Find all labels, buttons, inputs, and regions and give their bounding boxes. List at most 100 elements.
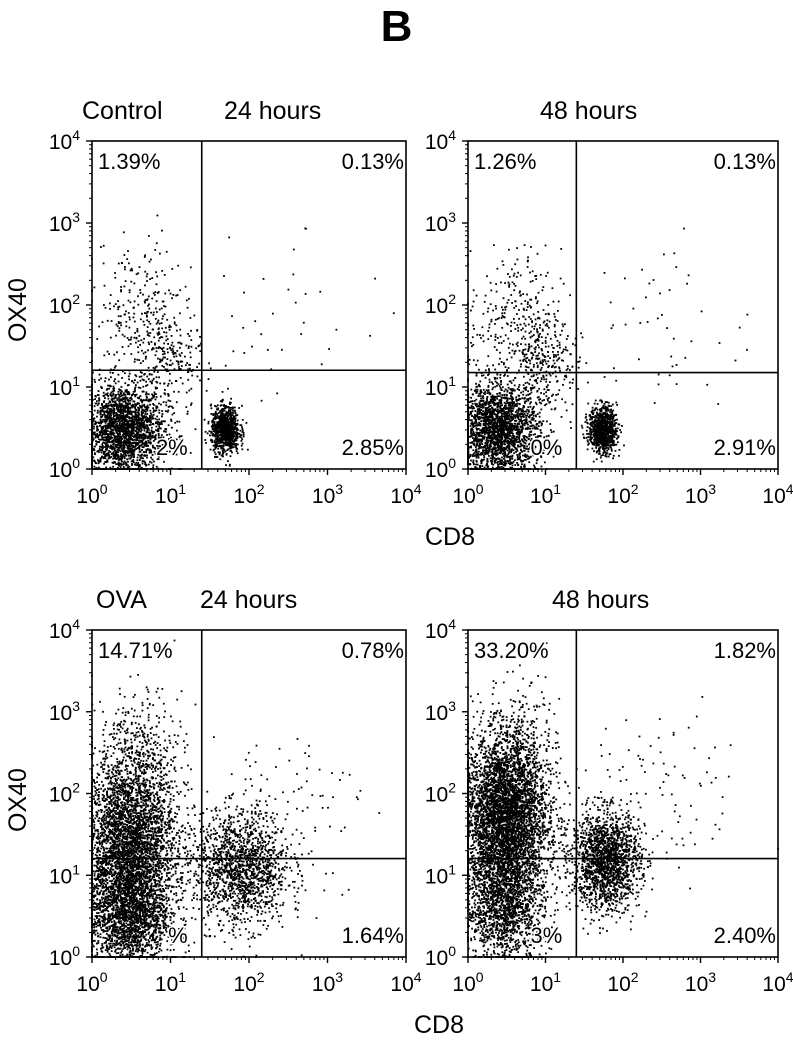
event-dot [150, 258, 152, 261]
event-dot [179, 289, 182, 292]
event-dot [189, 356, 192, 359]
event-dot [101, 434, 104, 436]
event-dot [103, 412, 106, 415]
event-dot [471, 433, 474, 436]
event-dot [134, 394, 137, 396]
event-dot [229, 442, 232, 445]
event-dot [227, 406, 230, 408]
event-dot [493, 428, 496, 431]
event-dot [499, 387, 502, 389]
event-dot [157, 291, 160, 293]
event-dot [227, 460, 229, 462]
event-dot [523, 466, 526, 469]
event-dot [129, 402, 131, 405]
event-dot [153, 450, 156, 453]
event-dot [157, 328, 160, 330]
event-dot [113, 380, 116, 383]
event-dot [137, 386, 140, 389]
event-dot [122, 434, 124, 436]
event-dot [504, 388, 507, 391]
event-dot [117, 321, 120, 323]
event-dot [148, 320, 150, 323]
event-dot [221, 414, 224, 416]
event-dot [139, 379, 142, 382]
event-dot [515, 396, 518, 399]
event-dot [151, 432, 154, 435]
event-dot [225, 413, 228, 416]
event-dot [506, 449, 509, 452]
event-dot [131, 445, 134, 448]
event-dot [126, 442, 129, 445]
event-dot [234, 425, 237, 428]
event-dot [536, 427, 539, 430]
event-dot [127, 451, 129, 454]
event-dot [522, 404, 525, 407]
event-dot [135, 341, 137, 344]
event-dot [127, 428, 130, 431]
event-dot [479, 416, 482, 419]
event-dot [214, 417, 216, 420]
event-dot [214, 453, 217, 456]
event-dot [146, 456, 148, 459]
event-dot [108, 421, 111, 424]
event-dot [139, 465, 141, 468]
event-dot [105, 445, 108, 448]
event-dot [235, 432, 238, 435]
event-dot [218, 423, 220, 426]
event-dot [123, 441, 126, 443]
event-dot [148, 335, 151, 337]
event-dot [225, 429, 228, 432]
event-dot [180, 352, 183, 354]
event-dot [99, 438, 101, 441]
event-dot [108, 457, 111, 459]
event-dot [125, 414, 127, 417]
event-dot [260, 333, 263, 336]
event-dot [96, 400, 98, 403]
event-dot [117, 437, 120, 440]
event-dot [213, 416, 216, 419]
event-dot [162, 346, 165, 349]
event-dot [177, 445, 180, 448]
event-dot [222, 408, 224, 411]
event-dot [159, 447, 161, 450]
event-dot [544, 447, 546, 450]
event-dot [110, 445, 112, 448]
event-dot [523, 424, 526, 427]
event-dot [147, 304, 149, 307]
event-dot [185, 406, 188, 408]
event-dot [132, 461, 135, 464]
event-dot [151, 444, 154, 447]
event-dot [222, 441, 225, 444]
event-dot [128, 316, 131, 319]
event-dot [113, 415, 116, 417]
event-dot [120, 386, 123, 388]
event-dot [161, 317, 164, 320]
event-dot [110, 395, 113, 398]
event-dot [482, 450, 484, 453]
event-dot [169, 400, 172, 402]
event-dot [126, 464, 129, 467]
event-dot [103, 410, 106, 413]
event-dot [227, 435, 230, 438]
event-dot [95, 421, 98, 424]
event-dot [235, 424, 238, 426]
event-dot [107, 436, 109, 439]
event-dot [141, 378, 144, 381]
event-dot [210, 439, 212, 442]
event-dot [97, 450, 100, 452]
event-dot [214, 433, 217, 436]
event-dot [189, 452, 192, 454]
event-dot [496, 377, 499, 380]
event-dot [158, 322, 161, 325]
event-dot [219, 434, 221, 436]
event-dot [170, 335, 173, 337]
event-dot [498, 422, 501, 425]
event-dot [262, 278, 265, 280]
event-dot [510, 448, 512, 451]
event-dot [134, 374, 137, 376]
event-dot [108, 417, 111, 419]
event-dot [123, 439, 126, 442]
event-dot [236, 443, 239, 446]
event-dot [110, 391, 113, 394]
event-dot [214, 410, 217, 413]
